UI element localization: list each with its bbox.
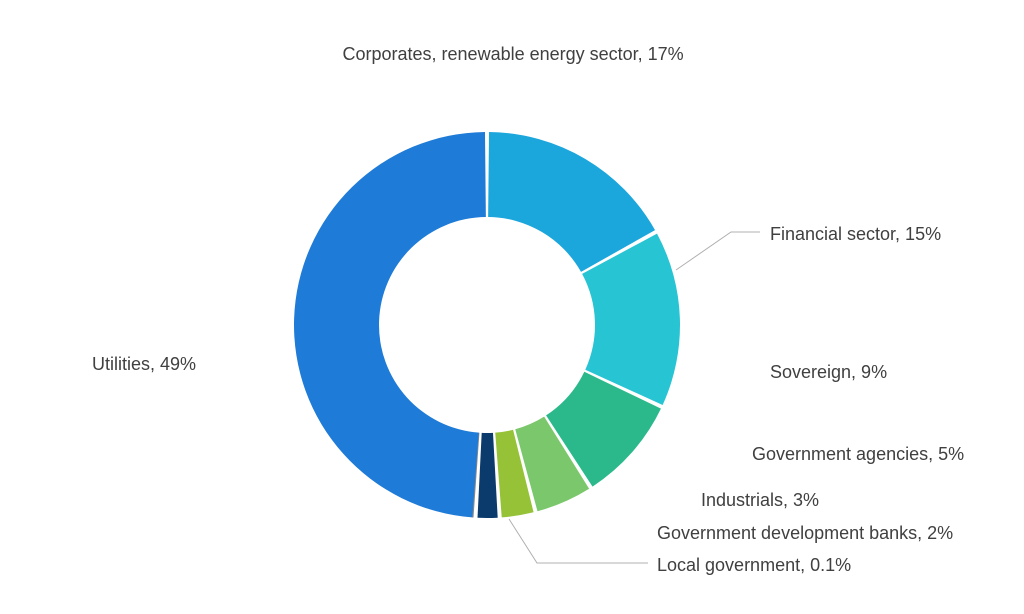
donut-slice bbox=[294, 132, 486, 517]
slice-label: Government agencies, 5% bbox=[752, 444, 964, 465]
slice-label: Sovereign, 9% bbox=[770, 362, 887, 383]
slice-label: Industrials, 3% bbox=[701, 490, 819, 511]
slice-label: Local government, 0.1% bbox=[657, 555, 851, 576]
slice-label: Financial sector, 15% bbox=[770, 224, 941, 245]
slice-label: Government development banks, 2% bbox=[657, 523, 953, 544]
leader-line bbox=[676, 232, 760, 270]
leader-line bbox=[509, 519, 648, 563]
slice-label: Utilities, 49% bbox=[92, 354, 196, 375]
slice-label: Corporates, renewable energy sector, 17% bbox=[343, 44, 684, 65]
donut-slice bbox=[478, 433, 498, 518]
donut-chart: Corporates, renewable energy sector, 17%… bbox=[0, 0, 1024, 614]
